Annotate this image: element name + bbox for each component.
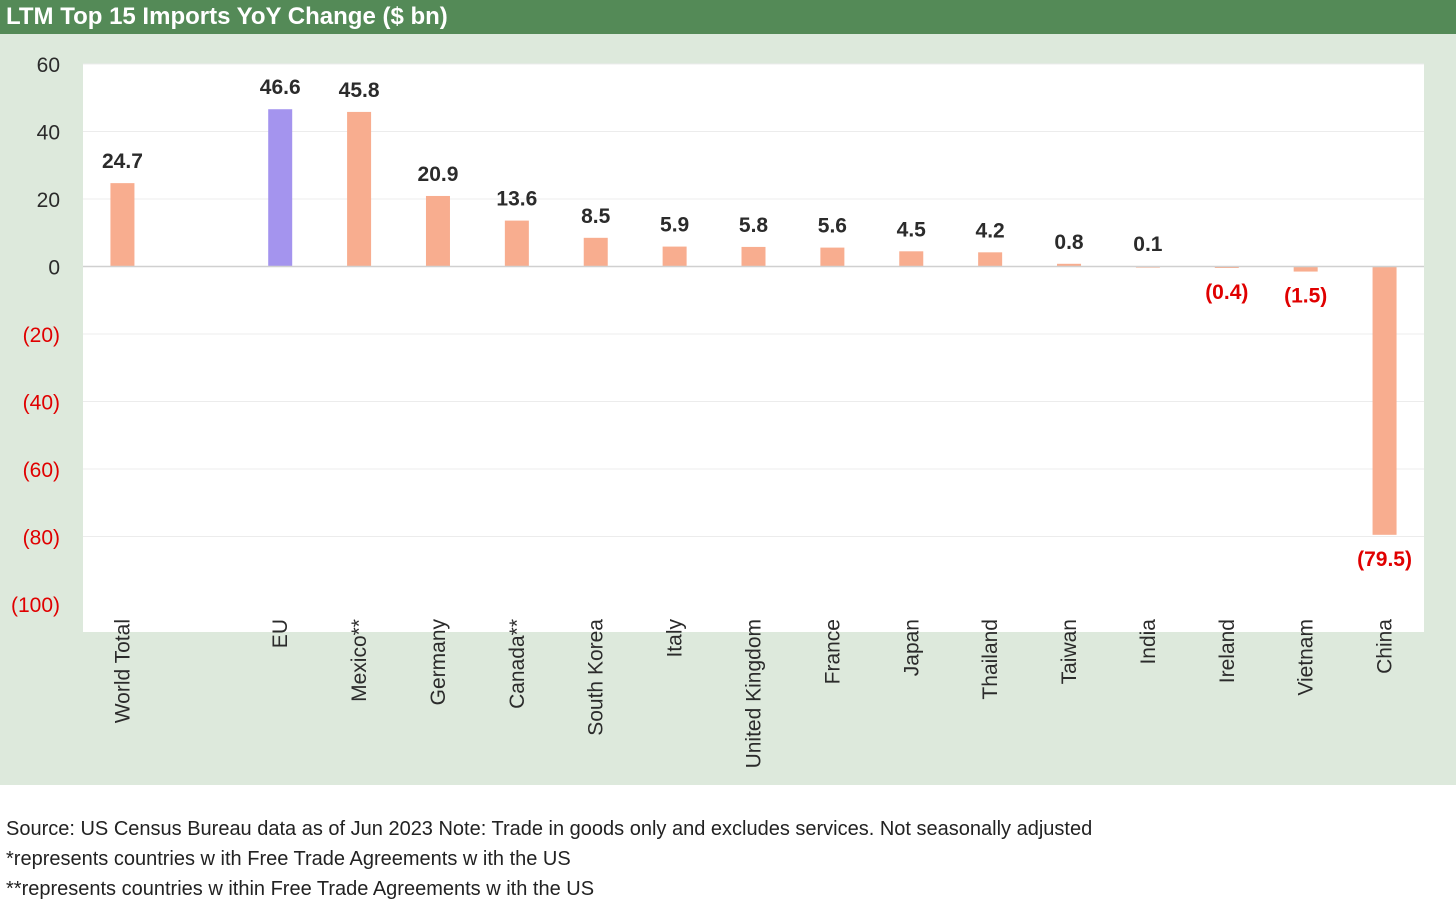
source-note: Source: US Census Bureau data as of Jun … xyxy=(6,818,1093,840)
bar-mexico xyxy=(347,111,372,267)
y-tick-label: 40 xyxy=(37,122,60,145)
bar-world-total xyxy=(110,183,135,267)
y-tick-label: 20 xyxy=(37,189,60,212)
data-label: (0.4) xyxy=(1205,281,1248,304)
x-tick-label: Mexico** xyxy=(348,619,371,702)
x-tick-label: Ireland xyxy=(1216,619,1239,683)
y-tick-label: 60 xyxy=(37,54,60,77)
x-tick-label: Japan xyxy=(900,619,923,676)
source-notes: Source: US Census Bureau data as of Jun … xyxy=(6,814,1092,904)
data-label: 0.8 xyxy=(1054,231,1084,254)
bar-germany xyxy=(425,195,450,267)
x-tick-label: United Kingdom xyxy=(743,619,766,768)
y-tick-label: (100) xyxy=(11,594,60,617)
x-tick-label: Germany xyxy=(427,619,450,706)
x-tick-label: China xyxy=(1374,619,1397,674)
data-label: 13.6 xyxy=(496,188,537,211)
bar-japan xyxy=(899,251,924,267)
chart-area: 24.7 46.6 45.8 20.9 13.6 8.5 5.9 5.8 5.6 4.5 4.2 0.… xyxy=(0,34,1456,785)
data-label: (1.5) xyxy=(1284,285,1327,308)
x-tick-label: Italy xyxy=(664,619,687,658)
data-label: 8.5 xyxy=(581,205,611,228)
y-tick-label: 0 xyxy=(48,257,60,280)
y-tick-label: (80) xyxy=(23,527,60,550)
data-label: 24.7 xyxy=(102,150,143,173)
data-label: 45.8 xyxy=(339,79,380,102)
y-tick-label: (40) xyxy=(23,392,60,415)
bar-taiwan xyxy=(1057,263,1082,267)
x-tick-label: Taiwan xyxy=(1058,619,1081,684)
x-tick-label: Vietnam xyxy=(1295,619,1318,696)
x-tick-label: South Korea xyxy=(585,619,608,736)
x-tick-label: France xyxy=(821,619,844,684)
data-label: 0.1 xyxy=(1133,233,1163,256)
bars xyxy=(110,109,1397,535)
data-label: 4.5 xyxy=(897,218,927,241)
data-label: 5.9 xyxy=(660,214,689,237)
bar-canada xyxy=(504,220,529,267)
y-tick-label: (20) xyxy=(23,324,60,347)
bar-france xyxy=(820,247,845,267)
data-label: 4.2 xyxy=(976,219,1005,242)
data-labels: 24.7 46.6 45.8 20.9 13.6 8.5 5.9 5.8 5.6 4.5 4.2 0.… xyxy=(102,76,1412,571)
plot-area xyxy=(83,64,1424,632)
bar-chart: 24.7 46.6 45.8 20.9 13.6 8.5 5.9 5.8 5.6 4.5 4.2 0.… xyxy=(11,54,1424,769)
bar-eu xyxy=(268,109,293,267)
data-label: 5.6 xyxy=(818,215,847,238)
x-tick-label: Thailand xyxy=(979,619,1002,700)
bar-south-korea xyxy=(583,237,608,267)
bar-united-kingdom xyxy=(741,246,766,267)
x-tick-label: Canada** xyxy=(506,619,529,709)
bar-thailand xyxy=(978,252,1003,267)
y-tick-label: (60) xyxy=(23,459,60,482)
data-label: 5.8 xyxy=(739,214,769,237)
bar-vietnam xyxy=(1293,266,1318,272)
footnote-double-asterisk: **represents countries w ithin Free Trad… xyxy=(6,878,595,900)
x-tick-label: World Total xyxy=(111,619,134,723)
data-label: (79.5) xyxy=(1357,548,1412,571)
chart-title: LTM Top 15 Imports YoY Change ($ bn) xyxy=(0,0,1456,34)
x-tick-label: India xyxy=(1137,619,1160,665)
bar-china xyxy=(1372,266,1397,535)
gridlines xyxy=(83,63,1424,537)
x-tick-label: EU xyxy=(269,619,292,648)
bar-italy xyxy=(662,246,687,267)
y-axis: 60 40 20 0 (20) (40) (60) (80) (100) xyxy=(11,54,60,617)
data-label: 46.6 xyxy=(260,76,301,99)
x-axis: World Total EU Mexico** Germany Canada** Sout… xyxy=(111,619,1396,769)
data-label: 20.9 xyxy=(418,163,459,186)
footnote-single-asterisk: *represents countries w ith Free Trade A… xyxy=(6,848,571,870)
